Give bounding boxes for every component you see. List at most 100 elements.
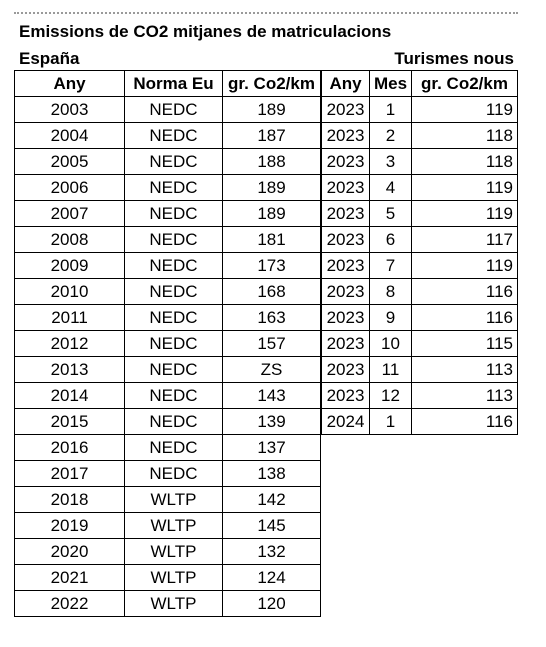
year-cell[interactable]: 2023 xyxy=(321,96,370,123)
year-cell[interactable]: 2023 xyxy=(321,174,370,201)
header-any[interactable]: Any xyxy=(14,70,125,97)
emission-cell[interactable]: 120 xyxy=(222,590,321,617)
year-cell[interactable]: 2010 xyxy=(14,278,125,305)
month-cell[interactable]: 8 xyxy=(369,278,412,305)
emission-cell[interactable]: 138 xyxy=(222,460,321,487)
year-cell[interactable]: 2012 xyxy=(14,330,125,357)
year-cell[interactable]: 2023 xyxy=(321,330,370,357)
year-cell[interactable]: 2011 xyxy=(14,304,125,331)
standard-cell[interactable]: NEDC xyxy=(124,122,223,149)
year-cell[interactable]: 2015 xyxy=(14,408,125,435)
emission-cell[interactable]: 119 xyxy=(411,200,518,227)
year-cell[interactable]: 2021 xyxy=(14,564,125,591)
month-cell[interactable]: 1 xyxy=(369,96,412,123)
standard-cell[interactable]: NEDC xyxy=(124,148,223,175)
year-cell[interactable]: 2022 xyxy=(14,590,125,617)
year-cell[interactable]: 2014 xyxy=(14,382,125,409)
emission-cell[interactable]: 187 xyxy=(222,122,321,149)
year-cell[interactable]: 2023 xyxy=(321,304,370,331)
month-cell[interactable]: 1 xyxy=(369,408,412,435)
standard-cell[interactable]: NEDC xyxy=(124,382,223,409)
year-cell[interactable]: 2016 xyxy=(14,434,125,461)
month-cell[interactable]: 2 xyxy=(369,122,412,149)
year-cell[interactable]: 2023 xyxy=(321,278,370,305)
standard-cell[interactable]: WLTP xyxy=(124,564,223,591)
year-cell[interactable]: 2020 xyxy=(14,538,125,565)
emission-cell[interactable]: 142 xyxy=(222,486,321,513)
month-cell[interactable]: 10 xyxy=(369,330,412,357)
emission-cell[interactable]: 143 xyxy=(222,382,321,409)
header-any[interactable]: Any xyxy=(321,70,370,97)
emission-cell[interactable]: 116 xyxy=(411,278,518,305)
emission-cell[interactable]: 181 xyxy=(222,226,321,253)
year-cell[interactable]: 2023 xyxy=(321,200,370,227)
year-cell[interactable]: 2023 xyxy=(321,148,370,175)
standard-cell[interactable]: WLTP xyxy=(124,512,223,539)
emission-cell[interactable]: 118 xyxy=(411,122,518,149)
emission-cell[interactable]: 139 xyxy=(222,408,321,435)
emission-cell[interactable]: 116 xyxy=(411,304,518,331)
month-cell[interactable]: 3 xyxy=(369,148,412,175)
year-cell[interactable]: 2005 xyxy=(14,148,125,175)
month-cell[interactable]: 11 xyxy=(369,356,412,383)
emission-cell[interactable]: 115 xyxy=(411,330,518,357)
standard-cell[interactable]: WLTP xyxy=(124,590,223,617)
emission-cell[interactable]: 157 xyxy=(222,330,321,357)
standard-cell[interactable]: NEDC xyxy=(124,460,223,487)
standard-cell[interactable]: NEDC xyxy=(124,252,223,279)
standard-cell[interactable]: NEDC xyxy=(124,356,223,383)
standard-cell[interactable]: WLTP xyxy=(124,486,223,513)
header-norma-eu[interactable]: Norma Eu xyxy=(124,70,223,97)
year-cell[interactable]: 2006 xyxy=(14,174,125,201)
emission-cell[interactable]: 189 xyxy=(222,174,321,201)
emission-cell[interactable]: 124 xyxy=(222,564,321,591)
standard-cell[interactable]: NEDC xyxy=(124,408,223,435)
year-cell[interactable]: 2023 xyxy=(321,382,370,409)
emission-cell[interactable]: 189 xyxy=(222,96,321,123)
month-cell[interactable]: 5 xyxy=(369,200,412,227)
year-cell[interactable]: 2013 xyxy=(14,356,125,383)
year-cell[interactable]: 2018 xyxy=(14,486,125,513)
standard-cell[interactable]: NEDC xyxy=(124,174,223,201)
emission-cell[interactable]: ZS xyxy=(222,356,321,383)
emission-cell[interactable]: 168 xyxy=(222,278,321,305)
year-cell[interactable]: 2007 xyxy=(14,200,125,227)
standard-cell[interactable]: NEDC xyxy=(124,278,223,305)
emission-cell[interactable]: 119 xyxy=(411,174,518,201)
standard-cell[interactable]: NEDC xyxy=(124,304,223,331)
year-cell[interactable]: 2023 xyxy=(321,122,370,149)
year-cell[interactable]: 2024 xyxy=(321,408,370,435)
year-cell[interactable]: 2023 xyxy=(321,252,370,279)
standard-cell[interactable]: NEDC xyxy=(124,434,223,461)
standard-cell[interactable]: NEDC xyxy=(124,96,223,123)
header-gr-co2-km[interactable]: gr. Co2/km xyxy=(222,70,321,97)
year-cell[interactable]: 2009 xyxy=(14,252,125,279)
standard-cell[interactable]: NEDC xyxy=(124,200,223,227)
year-cell[interactable]: 2008 xyxy=(14,226,125,253)
header-mes[interactable]: Mes xyxy=(369,70,412,97)
emission-cell[interactable]: 119 xyxy=(411,96,518,123)
standard-cell[interactable]: NEDC xyxy=(124,226,223,253)
month-cell[interactable]: 4 xyxy=(369,174,412,201)
month-cell[interactable]: 9 xyxy=(369,304,412,331)
year-cell[interactable]: 2023 xyxy=(321,226,370,253)
emission-cell[interactable]: 173 xyxy=(222,252,321,279)
year-cell[interactable]: 2023 xyxy=(321,356,370,383)
emission-cell[interactable]: 188 xyxy=(222,148,321,175)
emission-cell[interactable]: 132 xyxy=(222,538,321,565)
year-cell[interactable]: 2003 xyxy=(14,96,125,123)
year-cell[interactable]: 2019 xyxy=(14,512,125,539)
emission-cell[interactable]: 113 xyxy=(411,382,518,409)
month-cell[interactable]: 7 xyxy=(369,252,412,279)
standard-cell[interactable]: WLTP xyxy=(124,538,223,565)
standard-cell[interactable]: NEDC xyxy=(124,330,223,357)
emission-cell[interactable]: 118 xyxy=(411,148,518,175)
emission-cell[interactable]: 163 xyxy=(222,304,321,331)
emission-cell[interactable]: 116 xyxy=(411,408,518,435)
header-gr-co2-km[interactable]: gr. Co2/km xyxy=(411,70,518,97)
month-cell[interactable]: 6 xyxy=(369,226,412,253)
year-cell[interactable]: 2017 xyxy=(14,460,125,487)
emission-cell[interactable]: 145 xyxy=(222,512,321,539)
emission-cell[interactable]: 189 xyxy=(222,200,321,227)
year-cell[interactable]: 2004 xyxy=(14,122,125,149)
